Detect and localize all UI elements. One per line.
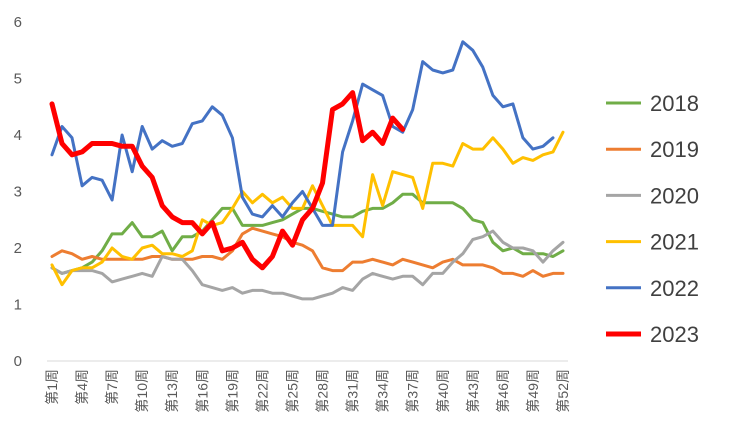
series-line-2018 [50, 192, 565, 275]
legend-item-2023: 2023 [606, 322, 699, 347]
y-tick-label: 6 [14, 14, 22, 31]
legend-label: 2021 [650, 230, 699, 255]
legend-label: 2020 [650, 183, 699, 208]
x-tick-label: 第16周 [194, 369, 210, 413]
y-tick-label: 0 [14, 353, 22, 370]
x-tick-label: 第10周 [134, 369, 150, 413]
y-tick-label: 4 [14, 127, 22, 144]
y-tick-label: 5 [14, 71, 22, 88]
x-tick-label: 第19周 [224, 369, 240, 413]
x-tick-label: 第28周 [315, 369, 331, 413]
x-tick-label: 第34周 [375, 369, 391, 413]
legend-item-2021: 2021 [606, 230, 699, 255]
legend-label: 2019 [650, 137, 699, 162]
x-tick-label: 第37周 [405, 369, 421, 413]
x-tick-label: 第1周 [44, 369, 60, 405]
y-axis: 0 1 2 3 4 5 6 [14, 14, 22, 370]
legend-item-2019: 2019 [606, 137, 699, 162]
x-tick-label: 第46周 [495, 369, 511, 413]
legend-label: 2022 [650, 276, 699, 301]
legend-label: 2018 [650, 91, 699, 116]
x-tick-label: 第31周 [345, 369, 361, 413]
y-tick-label: 1 [14, 297, 22, 314]
legend-item-2020: 2020 [606, 183, 699, 208]
series-line-2020 [50, 229, 565, 301]
x-tick-label: 第52周 [555, 369, 571, 413]
x-tick-label: 第43周 [465, 369, 481, 413]
series-line-2019 [50, 226, 565, 278]
x-tick-label: 第13周 [164, 369, 180, 413]
y-tick-label: 2 [14, 240, 22, 257]
legend-label: 2023 [650, 322, 699, 347]
x-tick-label: 第25周 [284, 369, 300, 413]
legend-item-2022: 2022 [606, 276, 699, 301]
x-tick-label: 第22周 [254, 369, 270, 413]
x-tick-label: 第49周 [525, 369, 541, 413]
legend-item-2018: 2018 [606, 91, 699, 116]
series-line-2023 [49, 90, 406, 271]
x-axis: 第1周 第4周 第7周 第10周 第13周 第16周 第19周 第22周 第25周 第28周 第31… [44, 360, 571, 413]
plot-area [49, 40, 565, 301]
legend: 2018 2019 2020 2021 2022 2023 [606, 91, 699, 347]
x-tick-label: 第7周 [104, 369, 120, 405]
x-tick-label: 第4周 [74, 369, 90, 405]
series-line-2022 [50, 40, 555, 227]
y-tick-label: 3 [14, 184, 22, 201]
x-tick-label: 第40周 [435, 369, 451, 413]
